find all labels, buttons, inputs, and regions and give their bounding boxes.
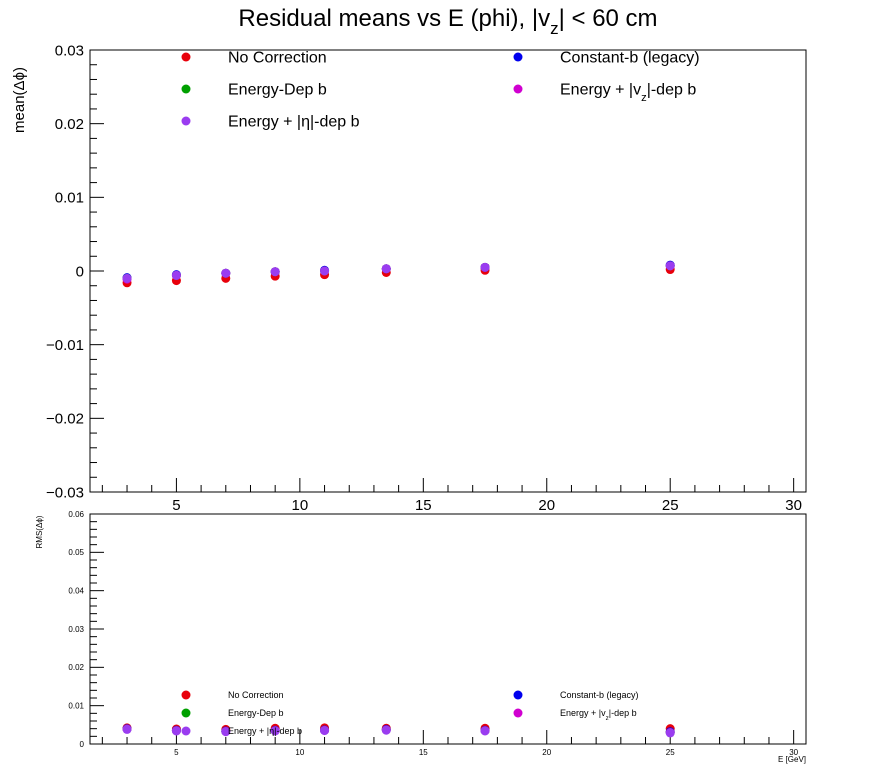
rms-y-tick-label: 0 [80, 740, 85, 749]
means-y-tick-label: 0 [76, 263, 84, 280]
rms-y-tick-label: 0.05 [68, 548, 84, 557]
means-legend-marker [513, 84, 523, 94]
rms-legend-marker [181, 708, 191, 718]
means-y-tick-label: −0.01 [46, 337, 84, 354]
means-y-tick-label: 0.02 [55, 116, 84, 133]
means-legend-marker [513, 52, 523, 62]
rms-legend-marker [181, 690, 191, 700]
means-y-tick-label: −0.03 [46, 484, 84, 501]
means-point-series-4 [665, 261, 675, 271]
means-point-series-4 [320, 266, 330, 276]
means-legend: No Correction Constant-b (legacy) Energy-D… [181, 50, 700, 131]
rms-points [122, 723, 675, 738]
rms-legend-label: Constant-b (legacy) [560, 690, 639, 700]
means-x-tick-label: 5 [172, 497, 180, 514]
means-axes: 5 10 15 20 25 30 −0.03 −0.02 −0.01 0 0.01 0.02 0.03 [46, 42, 802, 514]
rms-x-tick-label: 5 [174, 748, 179, 757]
rms-point-series-4 [480, 726, 490, 736]
means-x-tick-label: 10 [292, 497, 309, 514]
rms-point-series-4 [665, 728, 675, 738]
means-points [122, 260, 675, 288]
means-y-tick-label: 0.03 [55, 42, 84, 59]
means-x-tick-label: 25 [662, 497, 679, 514]
rms-x-tick-label: 25 [666, 748, 675, 757]
rms-y-tick-label: 0.04 [68, 586, 84, 595]
rms-x-tick-label: 10 [295, 748, 304, 757]
rms-legend-label: Energy-Dep b [228, 708, 284, 718]
rms-panel: RMS(Δϕ) E [GeV] 5 10 15 20 25 30 0 0.01 0.02 0.03… [35, 510, 807, 764]
means-x-tick-label: 15 [415, 497, 432, 514]
means-legend-label: Energy-Dep b [228, 82, 327, 99]
rms-x-tick-label: 30 [789, 748, 798, 757]
rms-y-tick-label: 0.06 [68, 510, 84, 519]
means-point-series-4 [270, 267, 280, 277]
means-legend-label: Energy + |vz|-dep b [560, 82, 696, 104]
rms-plot-frame [89, 513, 807, 745]
rms-legend-marker [513, 690, 523, 700]
rms-x-tick-label: 20 [542, 748, 551, 757]
means-y-tick-label: 0.01 [55, 190, 84, 207]
rms-point-series-4 [171, 726, 181, 736]
rms-point-series-4 [270, 726, 280, 736]
chart-title: Residual means vs E (phi), |vz| < 60 cm [238, 5, 657, 38]
means-plot-frame [89, 49, 807, 493]
means-legend-label: Energy + |η|-dep b [228, 114, 360, 131]
rms-y-tick-label: 0.02 [68, 663, 84, 672]
means-ylabel: mean(Δϕ) [11, 67, 28, 133]
rms-y-tick-label: 0.01 [68, 701, 84, 710]
rms-point-series-4 [320, 726, 330, 736]
means-point-series-4 [221, 268, 231, 278]
rms-axes: 5 10 15 20 25 30 0 0.01 0.02 0.03 0.04 0.05 0.06 [68, 510, 798, 757]
rms-legend-label: No Correction [228, 690, 284, 700]
means-x-tick-label: 30 [785, 497, 802, 514]
means-legend-marker [181, 52, 191, 62]
means-point-series-4 [480, 262, 490, 272]
means-legend-marker [181, 116, 191, 126]
means-legend-label: No Correction [228, 50, 327, 67]
rms-point-series-4 [122, 724, 132, 734]
means-point-series-4 [381, 264, 391, 274]
rms-y-tick-label: 0.03 [68, 625, 84, 634]
rms-point-series-4 [381, 725, 391, 735]
rms-legend-label: Energy + |vz|-dep b [560, 708, 637, 722]
means-point-series-4 [122, 273, 132, 283]
rms-x-tick-label: 15 [419, 748, 428, 757]
rms-point-series-4 [221, 727, 231, 737]
means-x-tick-label: 20 [538, 497, 555, 514]
means-panel: mean(Δϕ) 5 10 15 20 25 30 −0.03 −0.02 −0.01 0 0.01… [11, 42, 807, 514]
means-y-tick-label: −0.02 [46, 411, 84, 428]
means-point-series-4 [171, 270, 181, 280]
rms-legend: No Correction Constant-b (legacy) Energy-D… [181, 690, 639, 736]
rms-xlabel: E [GeV] [778, 755, 806, 764]
rms-legend-marker [181, 726, 191, 736]
rms-legend-label: Energy + |η|-dep b [228, 726, 302, 736]
rms-legend-marker [513, 708, 523, 718]
rms-ylabel: RMS(Δϕ) [35, 515, 44, 548]
means-legend-marker [181, 84, 191, 94]
means-legend-label: Constant-b (legacy) [560, 50, 700, 67]
